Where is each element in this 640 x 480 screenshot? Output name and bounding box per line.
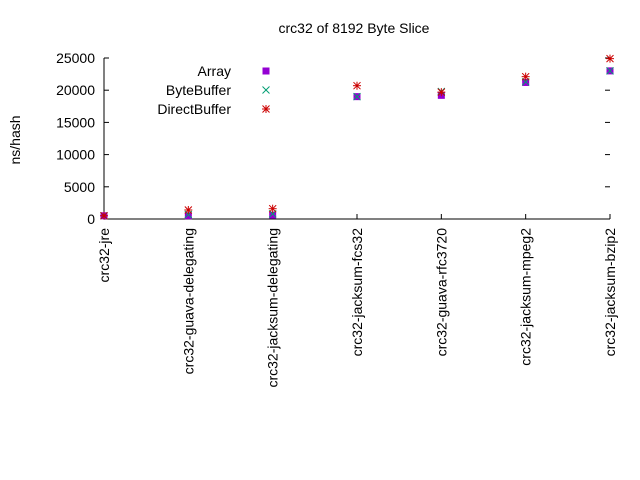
- legend-label: ByteBuffer: [166, 82, 231, 98]
- y-axis-ticks: 0 5000 10000 15000 20000 25000: [56, 50, 610, 227]
- legend-marker: [262, 67, 270, 75]
- data-point: [606, 54, 614, 63]
- data-point: [353, 81, 361, 90]
- chart-title: crc32 of 8192 Byte Slice: [279, 20, 430, 36]
- legend-label: DirectBuffer: [157, 101, 231, 117]
- legend-label: Array: [198, 63, 231, 79]
- data-point: [353, 92, 361, 101]
- x-tick-label: crc32-jacksum-delegating: [265, 228, 281, 388]
- data-point: [184, 212, 192, 220]
- data-point: [521, 72, 530, 81]
- x-tick-label: crc32-guava-delegating: [180, 228, 196, 374]
- data-point: [100, 211, 108, 220]
- x-tick-label: crc32-jre: [96, 228, 112, 283]
- data-point: [606, 67, 614, 75]
- legend-marker: [262, 86, 270, 94]
- x-tick-label: crc32-jacksum-bzip2: [602, 228, 618, 357]
- data-point: [268, 204, 277, 213]
- y-tick-label: 10000: [56, 147, 95, 163]
- y-tick-label: 20000: [56, 82, 95, 98]
- y-axis-label: ns/hash: [7, 115, 23, 164]
- y-tick-label: 0: [87, 211, 95, 227]
- y-tick-label: 15000: [56, 114, 95, 130]
- x-tick-label: crc32-jacksum-mpeg2: [518, 228, 534, 366]
- x-axis-ticks: crc32-jre crc32-guava-delegating crc32-jac…: [96, 214, 618, 388]
- x-tick-label: crc32-guava-rfc3720: [433, 228, 449, 357]
- y-tick-label: 5000: [64, 179, 95, 195]
- y-tick-label: 25000: [56, 50, 95, 66]
- legend: Array ByteBuffer DirectBuffer: [157, 63, 270, 117]
- data-points: [100, 54, 614, 220]
- x-tick-label: crc32-jacksum-fcs32: [349, 228, 365, 357]
- legend-marker: [262, 105, 270, 113]
- data-point: [269, 211, 277, 219]
- data-point: [184, 205, 193, 214]
- data-point: [437, 88, 446, 97]
